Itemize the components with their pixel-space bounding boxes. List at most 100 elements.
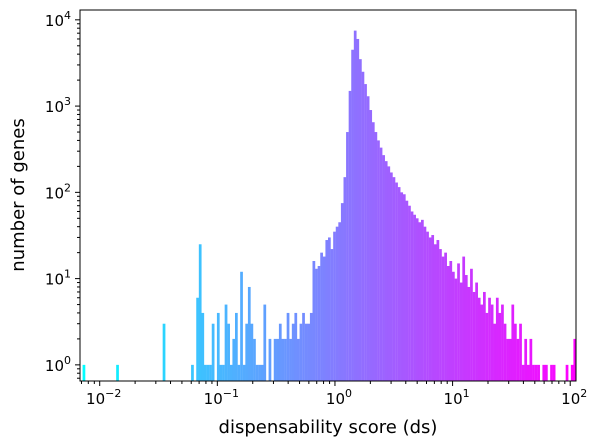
histogram-bar [503, 323, 507, 381]
histogram-bar [278, 323, 282, 381]
histogram-bar [452, 271, 455, 381]
histogram-bar [253, 338, 256, 381]
histogram-bar [196, 297, 199, 381]
histogram-bar [299, 323, 303, 381]
histogram-bar [162, 323, 166, 381]
histogram-bar [320, 252, 323, 381]
histogram-bar [545, 364, 548, 381]
histogram-bar [392, 177, 396, 381]
y-axis-ticks: 100 101 102 103 104 [45, 9, 80, 379]
histogram-bar [490, 304, 494, 381]
histogram-bar [436, 240, 440, 381]
histogram-bar [382, 155, 385, 381]
histogram-bar [369, 110, 373, 381]
y-axis-label: number of genes [8, 118, 29, 271]
histogram-bar [395, 182, 398, 381]
histogram-bar [328, 237, 331, 381]
histogram-bar [247, 286, 251, 381]
histogram-bar [521, 364, 525, 381]
histogram-bar [379, 147, 383, 381]
histogram-bar [483, 291, 486, 381]
histogram-bar [524, 338, 528, 381]
histogram-bar [526, 364, 530, 381]
histogram-bar [291, 323, 295, 381]
histogram-bars [82, 30, 577, 382]
histogram-bar [235, 312, 238, 381]
histogram-bar [224, 304, 228, 381]
histogram-bar [459, 282, 463, 381]
histogram-bar [307, 323, 311, 381]
histogram-bar [371, 122, 375, 381]
histogram-bar [377, 140, 380, 381]
histogram-bar [464, 275, 468, 381]
histogram-bar [289, 338, 292, 381]
histogram-bar [229, 364, 233, 381]
histogram-bar [353, 30, 357, 382]
y-tick-label: 104 [45, 9, 71, 30]
histogram-bar [374, 132, 378, 381]
histogram-bar [191, 364, 194, 381]
histogram-bar [309, 312, 313, 381]
histogram-bar [268, 338, 272, 381]
histogram-bar [472, 291, 476, 381]
histogram-bar [116, 364, 119, 381]
histogram-bar [237, 364, 241, 381]
histogram-bar [397, 187, 401, 381]
histogram-bar [506, 338, 509, 381]
histogram-bar [573, 338, 577, 381]
histogram-bar [570, 364, 574, 381]
histogram-bar [312, 261, 316, 381]
histogram-bar [384, 161, 388, 381]
histogram-bar [263, 304, 267, 381]
histogram-bar [462, 256, 466, 381]
histogram-bar [516, 338, 520, 381]
histogram-bar [408, 205, 411, 381]
histogram-bar [387, 166, 391, 381]
histogram-bar [508, 338, 512, 381]
histogram-bar [477, 297, 481, 381]
histogram-bar [201, 312, 205, 381]
histogram-bar [514, 323, 517, 381]
histogram-bar [475, 282, 478, 381]
histogram-bar [82, 364, 86, 381]
histogram-bar [346, 132, 349, 381]
histogram-bar [361, 71, 365, 381]
histogram-bar [255, 364, 259, 381]
histogram-bar [356, 38, 360, 382]
histogram-bar [511, 304, 515, 381]
histogram-bar [470, 268, 473, 381]
histogram-bar [276, 338, 280, 381]
histogram-bar [304, 323, 308, 381]
histogram-bar [488, 297, 491, 381]
histogram-bar [423, 226, 427, 381]
x-tick-label: 10−2 [86, 387, 121, 408]
x-axis-ticks: 10−2 10−1 100 101 102 [80, 381, 587, 408]
histogram-bar [273, 338, 277, 381]
histogram-bar [529, 338, 533, 381]
histogram-bar [501, 304, 504, 381]
histogram-bar [413, 214, 416, 381]
histogram-bar [206, 364, 210, 381]
histogram-bar [400, 192, 404, 381]
histogram-bar [467, 286, 471, 381]
histogram-bar [216, 312, 220, 381]
histogram-bar [457, 263, 460, 381]
histogram-bar [227, 323, 230, 381]
histogram-bar [338, 222, 342, 381]
histogram-bar [250, 323, 254, 381]
x-axis-label: dispensability score (ds) [219, 417, 438, 438]
histogram-bar [550, 364, 553, 381]
histogram-bar [335, 226, 339, 381]
histogram-bar [534, 364, 538, 381]
histogram-bar [343, 177, 347, 381]
histogram-bar [315, 268, 318, 381]
histogram-bar [405, 200, 409, 381]
histogram-bar [439, 249, 442, 381]
histogram-bar [222, 364, 225, 381]
histogram-bar [333, 231, 336, 381]
histogram-bar [485, 312, 489, 381]
histogram-bar [428, 237, 432, 381]
histogram-bar [232, 338, 236, 381]
histogram-bar [302, 312, 305, 381]
